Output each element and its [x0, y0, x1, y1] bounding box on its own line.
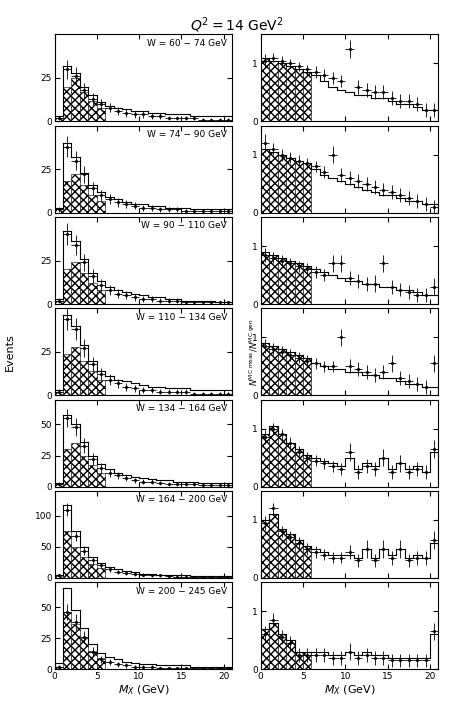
Bar: [294, 540, 303, 578]
Text: W = 60 − 74 GeV: W = 60 − 74 GeV: [147, 39, 227, 48]
Bar: [63, 353, 72, 396]
Bar: [55, 392, 63, 396]
Bar: [286, 66, 294, 121]
Bar: [80, 556, 88, 578]
Bar: [286, 158, 294, 213]
Bar: [269, 60, 278, 121]
Bar: [55, 667, 63, 669]
Bar: [55, 484, 63, 487]
Bar: [303, 454, 311, 487]
Bar: [97, 658, 105, 669]
Bar: [294, 355, 303, 396]
Bar: [269, 255, 278, 304]
Bar: [72, 174, 80, 213]
Bar: [80, 185, 88, 213]
Bar: [63, 531, 72, 578]
Text: W = 134 − 164 GeV: W = 134 − 164 GeV: [136, 404, 227, 413]
Bar: [97, 380, 105, 396]
Bar: [55, 209, 63, 213]
Bar: [97, 473, 105, 487]
Bar: [80, 92, 88, 121]
Bar: [303, 72, 311, 121]
Bar: [261, 628, 269, 669]
Text: W = 110 − 134 GeV: W = 110 − 134 GeV: [136, 312, 227, 322]
Bar: [303, 358, 311, 396]
X-axis label: $M_X$ (GeV): $M_X$ (GeV): [324, 684, 375, 697]
Bar: [63, 612, 72, 669]
Bar: [261, 252, 269, 304]
Bar: [88, 371, 97, 396]
Bar: [97, 108, 105, 121]
Bar: [63, 269, 72, 304]
Text: $N^{\mathrm{MC\ meas}}/N^{\mathrm{MC\ gen}}$: $N^{\mathrm{MC\ meas}}/N^{\mathrm{MC\ ge…: [247, 318, 260, 386]
Bar: [278, 258, 286, 304]
Bar: [63, 449, 72, 487]
Bar: [72, 78, 80, 121]
Bar: [303, 266, 311, 304]
Bar: [294, 69, 303, 121]
Bar: [269, 346, 278, 396]
Bar: [286, 352, 294, 396]
Bar: [261, 434, 269, 487]
Bar: [261, 149, 269, 213]
Text: W = 74 − 90 GeV: W = 74 − 90 GeV: [147, 130, 227, 139]
Bar: [88, 564, 97, 578]
Bar: [80, 455, 88, 487]
Text: W = 90 − 110 GeV: W = 90 − 110 GeV: [141, 221, 227, 230]
Bar: [72, 547, 80, 578]
Bar: [286, 443, 294, 487]
Bar: [97, 200, 105, 213]
Bar: [80, 638, 88, 669]
Text: W = 164 − 200 GeV: W = 164 − 200 GeV: [136, 495, 227, 504]
Bar: [303, 546, 311, 578]
Bar: [286, 261, 294, 304]
Text: W = 200 − 245 GeV: W = 200 − 245 GeV: [136, 587, 227, 595]
Bar: [294, 264, 303, 304]
Bar: [303, 652, 311, 669]
Bar: [278, 528, 286, 578]
Text: Events: Events: [4, 333, 15, 370]
Bar: [261, 520, 269, 578]
Bar: [269, 151, 278, 213]
Bar: [294, 652, 303, 669]
Bar: [278, 63, 286, 121]
Bar: [80, 273, 88, 304]
Bar: [55, 576, 63, 578]
Bar: [269, 623, 278, 669]
Bar: [294, 449, 303, 487]
Bar: [261, 343, 269, 396]
Bar: [97, 290, 105, 304]
Bar: [278, 349, 286, 396]
Bar: [72, 625, 80, 669]
Bar: [97, 568, 105, 578]
Bar: [72, 347, 80, 396]
Bar: [269, 426, 278, 487]
Bar: [261, 57, 269, 121]
Bar: [88, 651, 97, 669]
Bar: [88, 195, 97, 213]
Bar: [63, 87, 72, 121]
Text: $Q^2 = 14\ \mathrm{GeV}^2$: $Q^2 = 14\ \mathrm{GeV}^2$: [190, 16, 284, 35]
Bar: [72, 262, 80, 304]
Bar: [88, 283, 97, 304]
Bar: [88, 101, 97, 121]
Bar: [72, 443, 80, 487]
Bar: [278, 635, 286, 669]
Bar: [286, 534, 294, 578]
Bar: [286, 640, 294, 669]
Bar: [88, 465, 97, 487]
Bar: [55, 118, 63, 121]
Bar: [63, 182, 72, 213]
Bar: [303, 164, 311, 213]
Bar: [278, 155, 286, 213]
Bar: [269, 514, 278, 578]
Bar: [55, 301, 63, 304]
Bar: [294, 161, 303, 213]
X-axis label: $M_X$ (GeV): $M_X$ (GeV): [118, 684, 169, 697]
Bar: [80, 360, 88, 396]
Bar: [278, 434, 286, 487]
